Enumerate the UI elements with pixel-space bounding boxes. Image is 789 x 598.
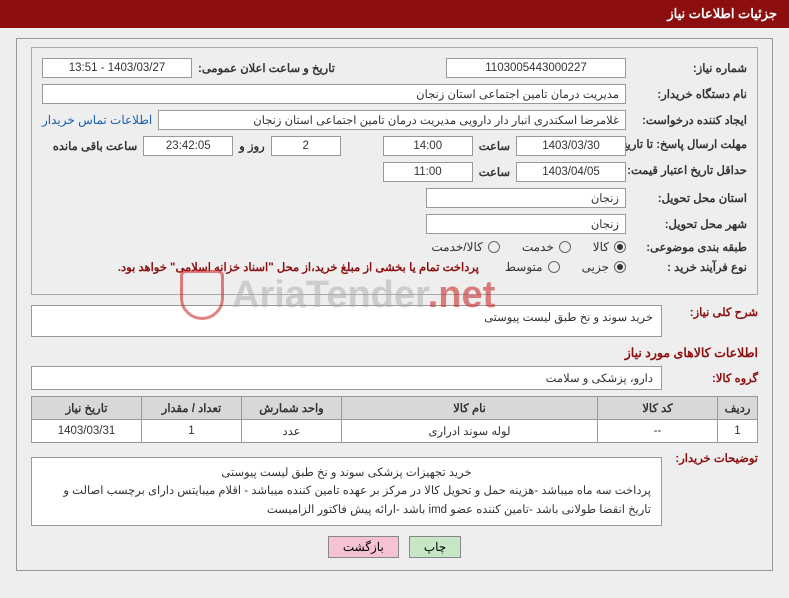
- print-button[interactable]: چاپ: [409, 536, 461, 558]
- page-header: جزئیات اطلاعات نیاز: [0, 0, 789, 28]
- radio-goods[interactable]: کالا: [593, 240, 626, 254]
- row-need-no: شماره نیاز: 1103005443000227 تاریخ و ساع…: [42, 58, 747, 78]
- items-table: ردیف کد کالا نام کالا واحد شمارش تعداد /…: [31, 396, 758, 443]
- items-section-title: اطلاعات کالاهای مورد نیاز: [31, 345, 758, 360]
- row-province: استان محل تحویل: زنجان: [42, 188, 747, 208]
- requester-value: غلامرضا اسکندری انبار دار دارویی مدیریت …: [158, 110, 626, 130]
- row-deadline: مهلت ارسال پاسخ: تا تاریخ: 1403/03/30 سا…: [42, 136, 747, 156]
- cell-qty: 1: [142, 420, 242, 443]
- col-item-name: نام کالا: [342, 397, 598, 420]
- time-label-2: ساعت: [479, 165, 510, 179]
- buyer-notes-line2: پرداخت سه ماه میباشد -هزینه حمل و تحویل …: [42, 482, 651, 519]
- radio-medium[interactable]: متوسط: [505, 260, 560, 274]
- radio-service[interactable]: خدمت: [522, 240, 571, 254]
- deadline-label: مهلت ارسال پاسخ: تا تاریخ:: [632, 139, 747, 153]
- table-header-row: ردیف کد کالا نام کالا واحد شمارش تعداد /…: [32, 397, 758, 420]
- col-qty: تعداد / مقدار: [142, 397, 242, 420]
- col-row-no: ردیف: [718, 397, 758, 420]
- back-button[interactable]: بازگشت: [328, 536, 399, 558]
- purchase-note: پرداخت تمام یا بخشی از مبلغ خرید،از محل …: [118, 260, 479, 274]
- days-remaining: 2: [271, 136, 341, 156]
- purchase-radio-group: جزیی متوسط: [505, 260, 626, 274]
- province-value: زنجان: [426, 188, 626, 208]
- buyer-org-label: نام دستگاه خریدار:: [632, 87, 747, 101]
- requester-label: ایجاد کننده درخواست:: [632, 113, 747, 127]
- deadline-date: 1403/03/30: [516, 136, 626, 156]
- remaining-word: ساعت باقی مانده: [53, 139, 137, 153]
- buyer-org-value: مدیریت درمان تامین اجتماعی استان زنجان: [42, 84, 626, 104]
- buyer-notes-label: توضیحات خریدار:: [668, 451, 758, 465]
- summary-label: شرح کلی نیاز:: [668, 305, 758, 319]
- deadline-time: 14:00: [383, 136, 473, 156]
- row-buyer-org: نام دستگاه خریدار: مدیریت درمان تامین اج…: [42, 84, 747, 104]
- purchase-type-label: نوع فرآیند خرید :: [632, 260, 747, 274]
- city-label: شهر محل تحویل:: [632, 217, 747, 231]
- radio-goods-service[interactable]: کالا/خدمت: [431, 240, 499, 254]
- min-validity-date: 1403/04/05: [516, 162, 626, 182]
- radio-partial[interactable]: جزیی: [582, 260, 626, 274]
- details-panel: شماره نیاز: 1103005443000227 تاریخ و ساع…: [31, 47, 758, 295]
- button-row: چاپ بازگشت: [31, 536, 758, 558]
- row-summary: شرح کلی نیاز: خرید سوند و نخ طبق لیست پی…: [31, 305, 758, 337]
- buyer-notes-box: خرید تجهیزات پزشکی سوند و نخ طبق لیست پی…: [31, 457, 662, 526]
- subject-radio-group: کالا خدمت کالا/خدمت: [431, 240, 626, 254]
- cell-unit: عدد: [242, 420, 342, 443]
- announce-label: تاریخ و ساعت اعلان عمومی:: [198, 61, 335, 75]
- subject-class-label: طبقه بندی موضوعی:: [632, 240, 747, 254]
- province-label: استان محل تحویل:: [632, 191, 747, 205]
- row-subject-class: طبقه بندی موضوعی: کالا خدمت کالا/خدمت: [42, 240, 747, 254]
- row-requester: ایجاد کننده درخواست: غلامرضا اسکندری انب…: [42, 110, 747, 130]
- col-need-date: تاریخ نیاز: [32, 397, 142, 420]
- min-validity-label: حداقل تاریخ اعتبار قیمت: تا تاریخ:: [632, 165, 747, 179]
- time-label-1: ساعت: [479, 139, 510, 153]
- cell-need-date: 1403/03/31: [32, 420, 142, 443]
- announce-value: 1403/03/27 - 13:51: [42, 58, 192, 78]
- row-buyer-notes: توضیحات خریدار: خرید تجهیزات پزشکی سوند …: [31, 451, 758, 526]
- min-validity-time: 11:00: [383, 162, 473, 182]
- buyer-notes-line1: خرید تجهیزات پزشکی سوند و نخ طبق لیست پی…: [42, 464, 651, 482]
- contact-link[interactable]: اطلاعات تماس خریدار: [42, 113, 152, 127]
- row-goods-group: گروه کالا: دارو، پزشکی و سلامت: [31, 366, 758, 390]
- col-unit: واحد شمارش: [242, 397, 342, 420]
- need-no-label: شماره نیاز:: [632, 61, 747, 75]
- row-city: شهر محل تحویل: زنجان: [42, 214, 747, 234]
- row-min-validity: حداقل تاریخ اعتبار قیمت: تا تاریخ: 1403/…: [42, 162, 747, 182]
- cell-item-name: لوله سوند ادراری: [342, 420, 598, 443]
- need-no-value: 1103005443000227: [446, 58, 626, 78]
- col-item-code: کد کالا: [598, 397, 718, 420]
- main-panel: شماره نیاز: 1103005443000227 تاریخ و ساع…: [16, 38, 773, 571]
- cell-item-code: --: [598, 420, 718, 443]
- days-word: روز و: [239, 139, 264, 153]
- header-title: جزئیات اطلاعات نیاز: [667, 6, 777, 21]
- row-purchase-type: نوع فرآیند خرید : جزیی متوسط پرداخت تمام…: [42, 260, 747, 274]
- summary-value: خرید سوند و نخ طبق لیست پیوستی: [31, 305, 662, 337]
- countdown-time: 23:42:05: [143, 136, 233, 156]
- cell-row-no: 1: [718, 420, 758, 443]
- goods-group-label: گروه کالا:: [668, 371, 758, 385]
- city-value: زنجان: [426, 214, 626, 234]
- table-row: 1 -- لوله سوند ادراری عدد 1 1403/03/31: [32, 420, 758, 443]
- goods-group-value: دارو، پزشکی و سلامت: [31, 366, 662, 390]
